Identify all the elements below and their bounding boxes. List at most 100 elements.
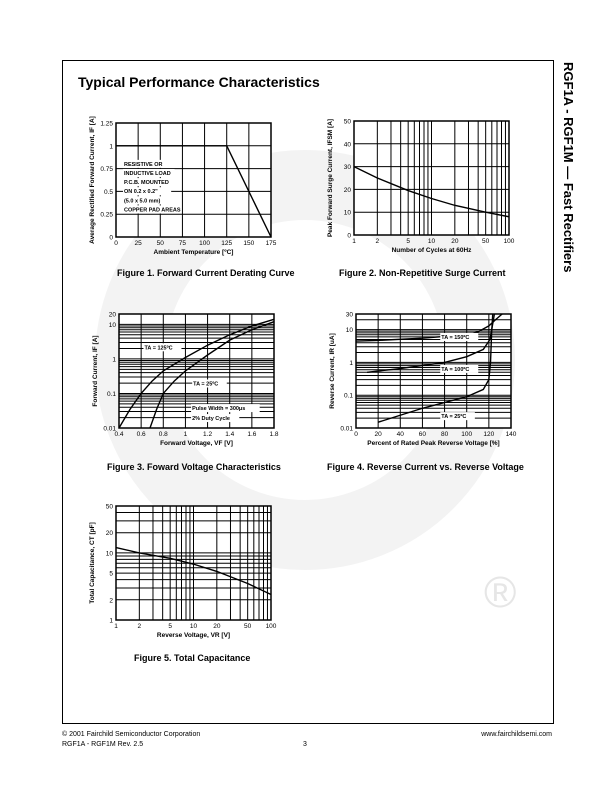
x-axis-label: Reverse Voltage, VR [V]	[157, 632, 230, 639]
section-title: Typical Performance Characteristics	[78, 74, 320, 90]
annotation-bg	[122, 205, 182, 214]
series-line-0	[116, 145, 272, 238]
footer-page-number: 3	[303, 741, 307, 748]
x-tick-label: 2	[376, 238, 380, 245]
x-tick-label: 50	[244, 623, 252, 630]
annotation-label: Pulse Width = 300μs	[192, 406, 245, 412]
annotation-bg	[143, 343, 182, 352]
annotation-bg	[440, 412, 475, 421]
x-tick-label: 175	[266, 240, 277, 247]
annotation-label: TA = 25ºC	[193, 382, 218, 388]
x-tick-label: 10	[190, 623, 198, 630]
annotation-bg	[122, 178, 175, 187]
y-tick-label: 0	[109, 235, 113, 242]
y-axis-label: Average Rectified Forward Current, IF [A…	[89, 116, 96, 244]
x-tick-label: 100	[266, 623, 277, 630]
x-tick-label: 50	[157, 240, 165, 247]
y-axis-label: Total Capacitance, CT [pF]	[89, 522, 96, 604]
y-tick-label: 0.01	[340, 426, 353, 433]
figure-5-caption: Figure 5. Total Capacitance	[134, 653, 251, 663]
x-tick-label: 10	[428, 238, 436, 245]
x-axis-label: Number of Cycles at 60Hz	[392, 247, 473, 254]
y-tick-label: 5	[109, 571, 113, 578]
annotation-label: INDUCTIVE LOAD	[124, 171, 171, 177]
y-tick-label: 1	[349, 360, 353, 367]
x-tick-label: 1.8	[269, 431, 278, 438]
annotation-bg	[440, 364, 479, 373]
x-tick-label: 40	[397, 431, 405, 438]
x-tick-label: 100	[461, 431, 472, 438]
chart-reverse-current: 0 20 40 60 80 100 120 140 0.01 0.1 1 10 30 Percent of…	[329, 312, 517, 448]
x-tick-label: 0.4	[114, 431, 123, 438]
x-tick-label: 2	[138, 623, 142, 630]
x-tick-label: 5	[406, 238, 410, 245]
chart-total-capacitance: 1 2 5 10 20 50 100 1 2 5 10 20 50 Reverse Voltage, VR…	[89, 504, 277, 640]
annotation-label: ON 0.2 x 0.2"	[124, 189, 158, 195]
x-tick-label: 60	[419, 431, 427, 438]
y-tick-label: 20	[106, 530, 114, 537]
annotation-bg	[122, 187, 172, 196]
x-tick-label: 120	[483, 431, 494, 438]
footer-website[interactable]: www.fairchildsemi.com	[481, 731, 552, 738]
watermark-registered-mark: ®	[484, 568, 517, 617]
annotation-bg	[122, 196, 175, 205]
annotation-label: P.C.B. MOUNTED	[124, 180, 169, 186]
annotation-bg	[191, 414, 240, 423]
annotation-label: COPPER PAD AREAS	[124, 207, 181, 213]
annotation-label: TA = 25ºC	[441, 414, 466, 420]
series-line-0	[353, 165, 510, 218]
x-tick-label: 150	[243, 240, 254, 247]
y-tick-label: 2	[109, 597, 113, 604]
y-tick-label: 0.25	[100, 212, 113, 219]
annotation-bg	[191, 404, 260, 413]
y-tick-label: 0.1	[344, 393, 353, 400]
y-tick-label: 0.5	[104, 189, 113, 196]
y-tick-label: 1.25	[100, 121, 113, 128]
y-tick-label: 1	[109, 143, 113, 150]
x-tick-label: 0	[354, 431, 358, 438]
y-tick-label: 1	[109, 618, 113, 625]
series-line-0	[118, 318, 275, 429]
annotation-label: TA = 100ºC	[441, 367, 469, 373]
chart-surge-current: 1 2 5 10 20 50 100 0 10 20 30 40 50 Number of Cycles …	[327, 119, 515, 255]
footer-copyright: © 2001 Fairchild Semiconductor Corporati…	[62, 731, 201, 738]
x-axis-label: Ambient Temperature [ºC]	[154, 249, 234, 256]
x-axis-label: Forward Voltage, VF [V]	[160, 440, 233, 447]
x-tick-label: 20	[213, 623, 221, 630]
y-tick-label: 10	[344, 210, 352, 217]
y-axis-label: Reverse Current, IR [uA]	[329, 333, 336, 409]
x-tick-label: 1.6	[247, 431, 256, 438]
y-tick-label: 1	[112, 356, 116, 363]
x-tick-label: 1.4	[225, 431, 234, 438]
x-tick-label: 20	[375, 431, 383, 438]
y-tick-label: 0.01	[103, 426, 116, 433]
y-tick-label: 20	[109, 312, 117, 319]
page-frame	[62, 60, 554, 724]
series-line-2	[377, 313, 494, 423]
x-tick-label: 1	[352, 238, 356, 245]
x-tick-label: 1.2	[203, 431, 212, 438]
y-tick-label: 50	[344, 119, 352, 126]
y-tick-label: 10	[346, 327, 354, 334]
annotation-bg	[122, 168, 175, 177]
annotation-label: (5.0 x 5.0 mm)	[124, 198, 161, 204]
x-tick-label: 75	[179, 240, 187, 247]
figure-4-caption: Figure 4. Reverse Current vs. Reverse Vo…	[327, 462, 524, 472]
y-tick-label: 10	[109, 322, 117, 329]
y-tick-label: 30	[344, 164, 352, 171]
series-line-1	[149, 321, 275, 429]
annotation-label: 2% Duty Cycle	[192, 416, 230, 422]
chart-forward-current-derating: 0 25 50 75 100 125 150 175 0 0.25 0.5 0.75 1 1.25 Ambi…	[89, 116, 277, 256]
y-tick-label: 10	[106, 550, 114, 557]
annotation-label: RESISTIVE OR	[124, 162, 163, 168]
y-tick-label: 50	[106, 504, 114, 511]
x-tick-label: 100	[504, 238, 515, 245]
x-tick-label: 0.6	[137, 431, 146, 438]
side-title: RGF1A - RGF1M — Fast Rectifiers	[558, 62, 578, 362]
series-line-0	[115, 546, 272, 596]
y-axis-label: Peak Forward Surge Current, IFSM [A]	[327, 119, 334, 237]
x-tick-label: 20	[451, 238, 459, 245]
x-tick-label: 1	[114, 623, 118, 630]
y-axis-label: Forward Current, IF [A]	[92, 335, 99, 406]
